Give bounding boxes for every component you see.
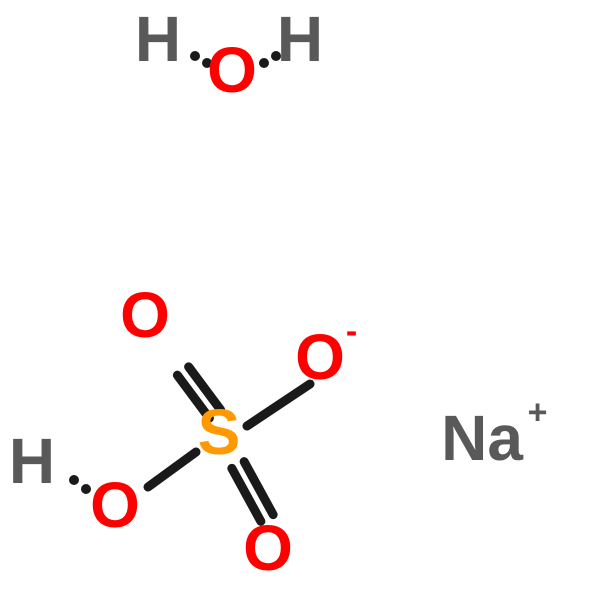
sulfate-s: S [198,396,241,468]
sulfate-o-lower-right: O [243,512,293,584]
sulfate-o-upper-right-charge: - [346,312,357,350]
water-h1: H [135,3,181,75]
molecule-diagram: HHOOO-OOHSNa+ [0,0,600,600]
water-o: O [207,34,257,106]
bond [148,452,196,487]
electron-dot [69,475,79,485]
electron-dot [259,58,269,68]
sulfate-h: H [9,425,55,497]
water-h2: H [277,3,323,75]
electron-dot [190,51,200,61]
sulfate-o-upper-left: O [120,279,170,351]
sodium-cation-charge: + [528,393,548,431]
sulfate-o-upper-right: O [295,321,345,393]
sodium-cation: Na [441,402,523,474]
sulfate-o-lower-left: O [90,469,140,541]
